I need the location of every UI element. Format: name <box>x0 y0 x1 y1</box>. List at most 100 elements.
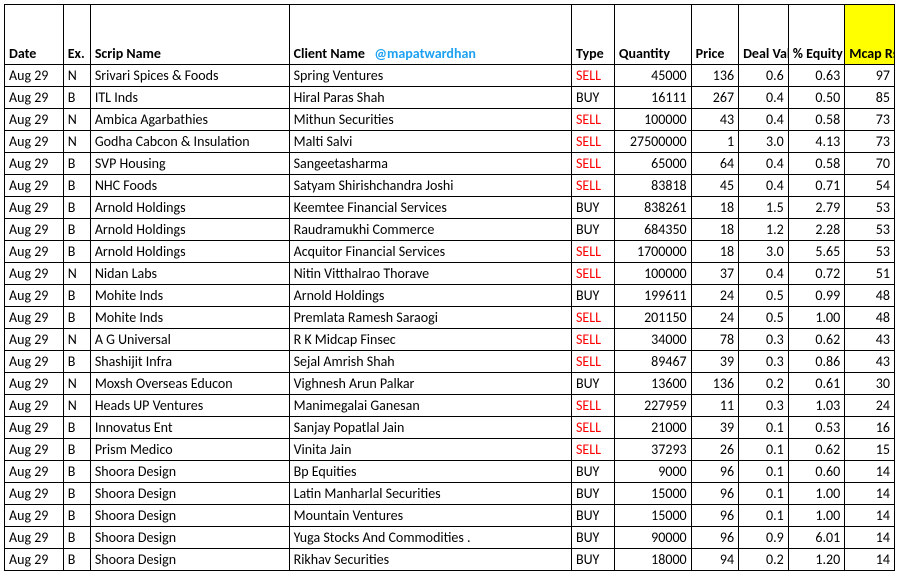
cell-type: SELL <box>571 241 614 263</box>
cell-deal: 0.3 <box>739 329 789 351</box>
cell-scrip: Ambica Agarbathies <box>90 109 289 131</box>
cell-deal: 0.4 <box>739 109 789 131</box>
cell-mcap: 16 <box>845 417 895 439</box>
cell-qty: 227959 <box>614 395 691 417</box>
table-row: Aug 29NSrivari Spices & FoodsSpring Vent… <box>5 65 895 87</box>
cell-ex: B <box>63 87 90 109</box>
cell-scrip: Shashijit Infra <box>90 351 289 373</box>
cell-qty: 100000 <box>614 263 691 285</box>
cell-equity: 0.99 <box>788 285 844 307</box>
cell-equity: 0.60 <box>788 461 844 483</box>
cell-ex: B <box>63 307 90 329</box>
cell-deal: 0.4 <box>739 263 789 285</box>
cell-client: Mountain Ventures <box>289 505 571 527</box>
cell-ex: B <box>63 351 90 373</box>
cell-deal: 0.4 <box>739 87 789 109</box>
cell-type: BUY <box>571 285 614 307</box>
cell-price: 267 <box>691 87 738 109</box>
cell-price: 43 <box>691 109 738 131</box>
table-row: Aug 29BShoora DesignRikhav SecuritiesBUY… <box>5 549 895 571</box>
cell-equity: 0.72 <box>788 263 844 285</box>
cell-scrip: Mohite Inds <box>90 307 289 329</box>
cell-mcap: 51 <box>845 263 895 285</box>
cell-mcap: 48 <box>845 307 895 329</box>
cell-deal: 0.9 <box>739 527 789 549</box>
cell-client: Malti Salvi <box>289 131 571 153</box>
cell-date: Aug 29 <box>5 219 64 241</box>
cell-mcap: 14 <box>845 527 895 549</box>
cell-mcap: 24 <box>845 395 895 417</box>
cell-price: 45 <box>691 175 738 197</box>
cell-type: SELL <box>571 263 614 285</box>
cell-qty: 18000 <box>614 549 691 571</box>
cell-equity: 0.62 <box>788 329 844 351</box>
cell-deal: 0.4 <box>739 175 789 197</box>
cell-mcap: 15 <box>845 439 895 461</box>
cell-mcap: 73 <box>845 109 895 131</box>
cell-ex: N <box>63 329 90 351</box>
cell-deal: 0.3 <box>739 351 789 373</box>
cell-scrip: Shoora Design <box>90 505 289 527</box>
cell-equity: 6.01 <box>788 527 844 549</box>
cell-price: 1 <box>691 131 738 153</box>
cell-date: Aug 29 <box>5 439 64 461</box>
cell-client: R K Midcap Finsec <box>289 329 571 351</box>
cell-qty: 45000 <box>614 65 691 87</box>
cell-mcap: 97 <box>845 65 895 87</box>
cell-client: Arnold Holdings <box>289 285 571 307</box>
cell-mcap: 85 <box>845 87 895 109</box>
cell-date: Aug 29 <box>5 549 64 571</box>
cell-ex: N <box>63 65 90 87</box>
cell-mcap: 14 <box>845 549 895 571</box>
cell-client: Rikhav Securities <box>289 549 571 571</box>
cell-ex: B <box>63 417 90 439</box>
cell-deal: 0.4 <box>739 153 789 175</box>
cell-qty: 65000 <box>614 153 691 175</box>
cell-client: Bp Equities <box>289 461 571 483</box>
cell-client: Satyam Shirishchandra Joshi <box>289 175 571 197</box>
table-row: Aug 29BShoora DesignBp EquitiesBUY900096… <box>5 461 895 483</box>
cell-date: Aug 29 <box>5 373 64 395</box>
table-row: Aug 29BShoora DesignLatin Manharlal Secu… <box>5 483 895 505</box>
cell-qty: 37293 <box>614 439 691 461</box>
cell-client: Raudramukhi Commerce <box>289 219 571 241</box>
table-row: Aug 29NMoxsh Overseas EduconVighnesh Aru… <box>5 373 895 395</box>
cell-date: Aug 29 <box>5 175 64 197</box>
cell-equity: 0.63 <box>788 65 844 87</box>
cell-price: 37 <box>691 263 738 285</box>
cell-price: 18 <box>691 241 738 263</box>
cell-mcap: 14 <box>845 461 895 483</box>
cell-date: Aug 29 <box>5 197 64 219</box>
cell-price: 18 <box>691 197 738 219</box>
cell-deal: 0.5 <box>739 307 789 329</box>
table-row: Aug 29BArnold HoldingsRaudramukhi Commer… <box>5 219 895 241</box>
cell-equity: 2.28 <box>788 219 844 241</box>
cell-mcap: 53 <box>845 241 895 263</box>
col-mcap-header: Mcap Rs Cr <box>845 5 895 65</box>
cell-type: SELL <box>571 307 614 329</box>
cell-type: SELL <box>571 131 614 153</box>
cell-mcap: 54 <box>845 175 895 197</box>
cell-mcap: 14 <box>845 505 895 527</box>
col-scrip-header: Scrip Name <box>90 5 289 65</box>
cell-ex: B <box>63 549 90 571</box>
cell-date: Aug 29 <box>5 417 64 439</box>
cell-qty: 83818 <box>614 175 691 197</box>
cell-deal: 0.6 <box>739 65 789 87</box>
cell-ex: B <box>63 527 90 549</box>
cell-deal: 1.5 <box>739 197 789 219</box>
cell-date: Aug 29 <box>5 307 64 329</box>
cell-qty: 1700000 <box>614 241 691 263</box>
cell-ex: B <box>63 505 90 527</box>
cell-date: Aug 29 <box>5 263 64 285</box>
cell-price: 11 <box>691 395 738 417</box>
cell-date: Aug 29 <box>5 329 64 351</box>
table-row: Aug 29BNHC FoodsSatyam Shirishchandra Jo… <box>5 175 895 197</box>
deals-table: Date Ex. Scrip Name Client Name @mapatwa… <box>4 4 895 571</box>
cell-qty: 15000 <box>614 483 691 505</box>
cell-equity: 0.71 <box>788 175 844 197</box>
cell-qty: 16111 <box>614 87 691 109</box>
cell-price: 78 <box>691 329 738 351</box>
cell-mcap: 43 <box>845 329 895 351</box>
table-row: Aug 29BShoora DesignMountain VenturesBUY… <box>5 505 895 527</box>
